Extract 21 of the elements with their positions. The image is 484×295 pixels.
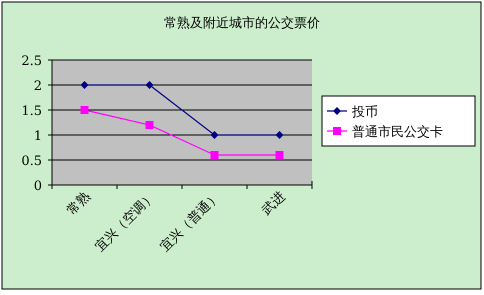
point: [80, 106, 88, 114]
point: [276, 131, 284, 139]
y-tick-label: 2: [34, 79, 42, 94]
y-tick-label: 1.5: [21, 104, 42, 119]
x-tick-label: 常熟: [64, 189, 94, 218]
chart-title: 常熟及附近城市的公交票价: [164, 15, 320, 31]
y-tick-label: 2.5: [21, 54, 42, 69]
point: [210, 151, 218, 159]
point: [146, 81, 154, 89]
legend-label: 普通市民公交卡: [352, 124, 443, 140]
y-tick-label: 0.5: [21, 154, 42, 169]
point: [210, 131, 218, 139]
point: [276, 151, 284, 159]
x-tick-label: 武进: [259, 189, 288, 218]
y-tick-label: 1: [34, 129, 42, 144]
point: [80, 81, 88, 89]
x-tick-label: 宜兴（普通）: [156, 188, 224, 255]
x-tick-label: 宜兴（空调）: [92, 188, 158, 255]
point: [146, 121, 154, 129]
y-tick-label: 0: [34, 179, 42, 194]
legend-label: 投币: [351, 105, 378, 120]
